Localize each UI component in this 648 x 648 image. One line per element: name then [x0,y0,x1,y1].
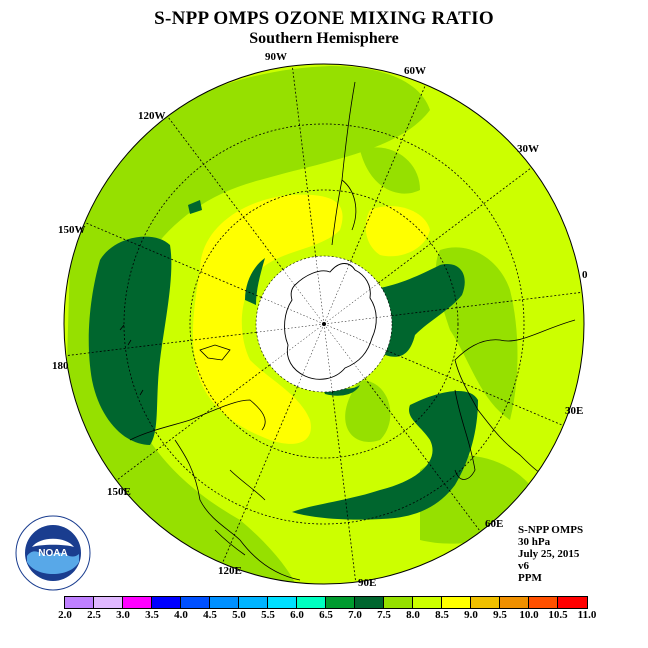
info-units: PPM [518,572,542,584]
colorbar-tick-label: 6.5 [319,609,333,621]
colorbar-swatch [500,597,529,608]
longitude-label: 90W [265,51,287,63]
colorbar-swatch [94,597,123,608]
colorbar-swatch [210,597,239,608]
longitude-label: 150E [107,486,131,498]
noaa-logo-text: NOAA [38,548,67,559]
colorbar-tick-label: 10.5 [548,609,568,621]
longitude-label: 0 [582,269,588,281]
colorbar-swatch [268,597,297,608]
colorbar-swatch [297,597,326,608]
colorbar-tick-label: 2.5 [87,609,101,621]
colorbar-swatch [65,597,94,608]
colorbar-tick-label: 5.5 [261,609,275,621]
colorbar-tick-label: 4.5 [203,609,217,621]
longitude-label: 30E [565,405,583,417]
colorbar-swatch [181,597,210,608]
colorbar [64,596,588,609]
map-subtitle: Southern Hemisphere [249,30,399,47]
antarctica-coastline [284,263,377,380]
colorbar-swatch [384,597,413,608]
info-date: July 25, 2015 [518,548,580,560]
map-border [63,63,585,585]
colorbar-tick-label: 5.0 [232,609,246,621]
colorbar-swatch [529,597,558,608]
colorbar-tick-label: 10.0 [519,609,539,621]
colorbar-tick-label: 3.0 [116,609,130,621]
longitude-label: 120W [138,110,166,122]
colorbar-tick-label: 8.5 [435,609,449,621]
colorbar-tick-label: 8.0 [406,609,420,621]
longitude-label: 150W [58,224,86,236]
longitude-label: 60W [404,65,426,77]
colorbar-tick-label: 2.0 [58,609,72,621]
colorbar-tick-label: 7.0 [348,609,362,621]
longitude-label: 120E [218,565,242,577]
longitude-label: 90E [358,577,376,589]
colorbar-swatch [355,597,384,608]
colorbar-tick-label: 9.0 [464,609,478,621]
map-title: S-NPP OMPS OZONE MIXING RATIO [154,8,494,29]
coastlines [119,81,576,581]
info-level: 30 hPa [518,536,551,548]
colorbar-swatch [239,597,268,608]
colorbar-tick-label: 6.0 [290,609,304,621]
longitude-label: 60E [485,518,503,530]
longitude-label: 30W [517,143,539,155]
colorbar-swatch [471,597,500,608]
colorbar-tick-label: 3.5 [145,609,159,621]
info-product: S-NPP OMPS [518,524,584,536]
info-version: v6 [518,560,529,572]
south-pole-marker [322,322,326,326]
colorbar-swatch [152,597,181,608]
product-info: S-NPP OMPS 30 hPa July 25, 2015 v6 PPM [518,524,583,584]
colorbar-tick-label: 9.5 [493,609,507,621]
colorbar-swatch [123,597,152,608]
colorbar-tick-label: 7.5 [377,609,391,621]
noaa-logo: NOAA [15,515,91,591]
colorbar-swatch [413,597,442,608]
colorbar-swatch [326,597,355,608]
graticule-lines [64,64,584,584]
colorbar-ticks: 2.0 2.5 3.0 3.5 4.0 4.5 5.0 5.5 6.0 6.5 7.0 7.5 8.0 8… [0,609,648,623]
colorbar-swatch [558,597,587,608]
colorbar-tick-label: 11.0 [577,609,597,621]
longitude-label: 180 [52,360,69,372]
colorbar-swatch [442,597,471,608]
colorbar-tick-label: 4.0 [174,609,188,621]
